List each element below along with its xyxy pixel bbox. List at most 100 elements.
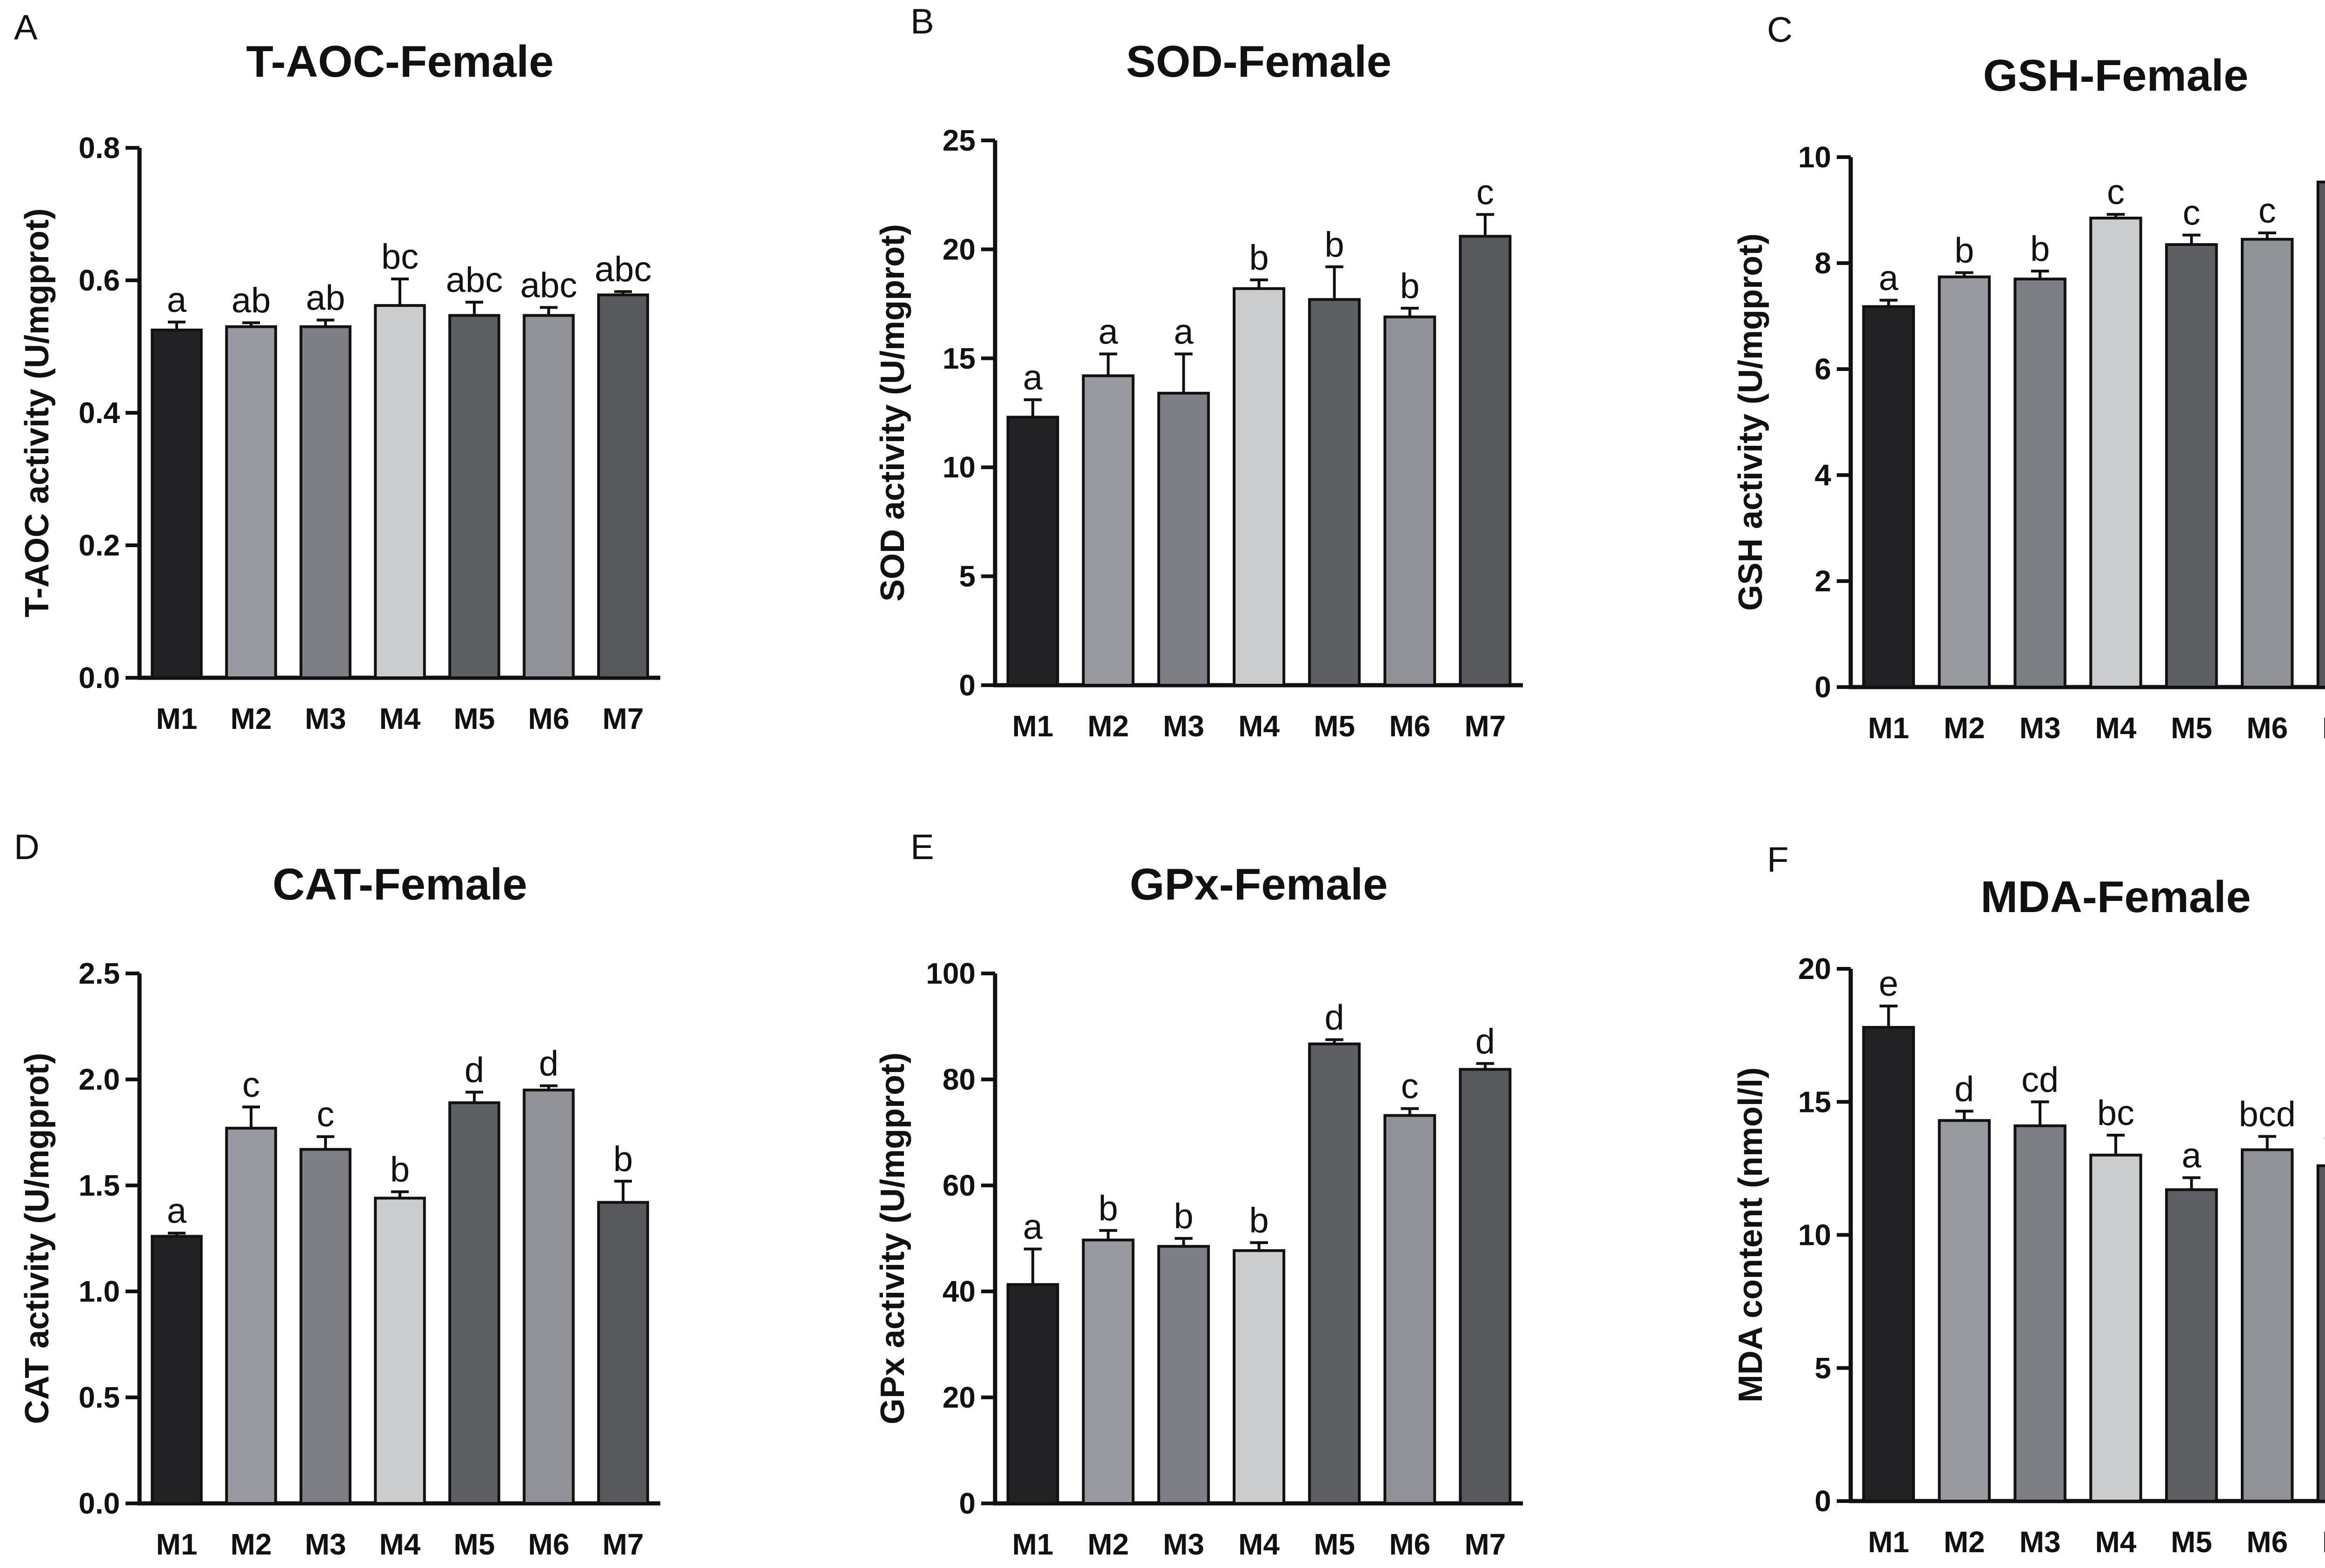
- y-tick-label: 20: [943, 232, 976, 266]
- significance-letter: b: [1249, 1201, 1269, 1240]
- y-tick-label: 2.0: [79, 1063, 120, 1096]
- bar-m1: [1006, 416, 1059, 687]
- bar-m7: [1459, 1068, 1512, 1505]
- significance-letter: c: [1476, 172, 1494, 212]
- y-tick-label: 20: [943, 1381, 976, 1414]
- chart-panel-c: C GSH-Female GSH activity (U/mgprot) 0 2 4 6 8 1…: [1732, 10, 2325, 745]
- significance-letter: a: [1879, 258, 1899, 298]
- bar-m2: [1082, 1238, 1135, 1505]
- significance-letter: c: [2183, 193, 2200, 233]
- significance-letter: d: [1325, 998, 1344, 1038]
- bar-m1: [1006, 1283, 1059, 1505]
- x-tick-label: M6: [528, 702, 570, 735]
- y-tick-label: 0.0: [79, 661, 120, 695]
- x-tick-label: M1: [1868, 711, 1909, 745]
- bar-m2: [225, 325, 277, 679]
- y-tick-label: 20: [1798, 952, 1831, 986]
- panel-label: A: [14, 8, 38, 47]
- significance-letter: a: [2182, 1136, 2202, 1175]
- bar-m1: [1862, 305, 1915, 688]
- x-tick-label: M3: [1163, 709, 1204, 743]
- significance-letter: c: [242, 1065, 260, 1105]
- chart-title: GSH-Female: [1983, 51, 2249, 100]
- y-axis-label: GSH activity (U/mgprot): [1732, 233, 1769, 611]
- x-tick-label: M5: [454, 1528, 495, 1561]
- x-tick-label: M2: [1088, 709, 1129, 743]
- significance-letter: d: [1475, 1022, 1495, 1061]
- y-axis-label: CAT activity (U/mgprot): [19, 1053, 56, 1424]
- y-tick-label: 2: [1814, 564, 1831, 598]
- panel-label: B: [910, 2, 934, 41]
- x-tick-label: M2: [231, 702, 272, 735]
- significance-letter: ab: [306, 278, 345, 318]
- bar-m4: [1232, 1249, 1286, 1505]
- bar-m6: [523, 1088, 575, 1505]
- panel-label: D: [14, 827, 40, 867]
- chart-title: T-AOC-Female: [246, 37, 553, 86]
- significance-letter: bc: [381, 237, 418, 277]
- y-tick-label: 1.0: [79, 1275, 120, 1308]
- x-tick-label: M7: [1464, 709, 1506, 743]
- significance-letter: c: [1401, 1067, 1419, 1106]
- bar-m7: [1459, 235, 1512, 687]
- bar-m2: [1938, 275, 1991, 688]
- y-tick-label: 25: [943, 124, 976, 157]
- chart-panel-a: A T-AOC-Female T-AOC activity (U/mgprot) 0.…: [14, 8, 660, 735]
- chart-panel-d: D CAT-Female CAT activity (U/mgprot) 0.0 0.5…: [14, 827, 660, 1561]
- bar-m4: [1232, 287, 1286, 687]
- significance-letter: c: [2259, 191, 2276, 231]
- y-tick-label: 5: [959, 560, 976, 593]
- significance-letter: b: [1325, 225, 1344, 265]
- y-tick-label: 0: [959, 1487, 976, 1520]
- y-tick-label: 0: [1814, 670, 1831, 704]
- y-axis-label: SOD activity (U/mgprot): [874, 224, 911, 602]
- x-tick-label: M7: [1464, 1528, 1506, 1561]
- x-tick-label: M1: [1012, 1528, 1054, 1561]
- significance-letter: b: [1249, 238, 1269, 278]
- x-tick-label: M5: [2171, 1525, 2212, 1559]
- bar-m4: [374, 1197, 426, 1505]
- significance-letter: ab: [2323, 1112, 2325, 1151]
- bar-m7: [597, 293, 649, 679]
- chart-panel-e: E GPx-Female GPx activity (U/mgprot) 0 20 40 6…: [874, 827, 1523, 1561]
- y-tick-label: 0.4: [79, 396, 120, 430]
- significance-letter: d: [465, 1050, 484, 1090]
- x-tick-label: M5: [1314, 1528, 1355, 1561]
- chart-panel-f: F MDA-Female MDA content (nmol/l) 0 5 10 15 20 e…: [1732, 840, 2325, 1559]
- bar-m5: [1308, 1042, 1361, 1505]
- significance-letter: abc: [446, 260, 503, 300]
- y-tick-label: 80: [943, 1063, 976, 1096]
- x-tick-label: M1: [156, 702, 198, 735]
- bar-m4: [374, 304, 426, 679]
- bar-m5: [1308, 298, 1361, 687]
- x-tick-label: M6: [2246, 711, 2288, 745]
- significance-letter: b: [1174, 1197, 1193, 1236]
- bar-m2: [225, 1126, 277, 1505]
- bar-m5: [2165, 1188, 2218, 1503]
- y-axis-label: GPx activity (U/mgprot): [874, 1052, 911, 1424]
- y-tick-label: 10: [1798, 1218, 1831, 1252]
- significance-letter: c: [317, 1095, 334, 1134]
- x-tick-label: M7: [603, 1528, 644, 1561]
- bar-m3: [2013, 1124, 2066, 1502]
- x-tick-label: M3: [305, 1528, 346, 1561]
- significance-letter: b: [1098, 1189, 1118, 1228]
- y-axis-label: T-AOC activity (U/mgprot): [19, 208, 56, 617]
- significance-letter: b: [613, 1139, 633, 1179]
- significance-letter: bcd: [2239, 1095, 2296, 1134]
- y-tick-label: 60: [943, 1169, 976, 1202]
- bar-m5: [2165, 243, 2218, 688]
- y-tick-label: 10: [943, 450, 976, 484]
- bar-m6: [1383, 315, 1436, 687]
- x-tick-label: M5: [1314, 709, 1355, 743]
- bar-m7: [2316, 180, 2325, 689]
- chart-title: MDA-Female: [1980, 872, 2251, 922]
- y-tick-label: 10: [1798, 140, 1831, 174]
- significance-letter: a: [1023, 1207, 1043, 1247]
- bar-m3: [2013, 278, 2066, 688]
- x-tick-label: M2: [1088, 1528, 1129, 1561]
- x-tick-label: M6: [1389, 1528, 1430, 1561]
- chart-title: GPx-Female: [1130, 860, 1388, 909]
- y-tick-label: 15: [943, 342, 976, 375]
